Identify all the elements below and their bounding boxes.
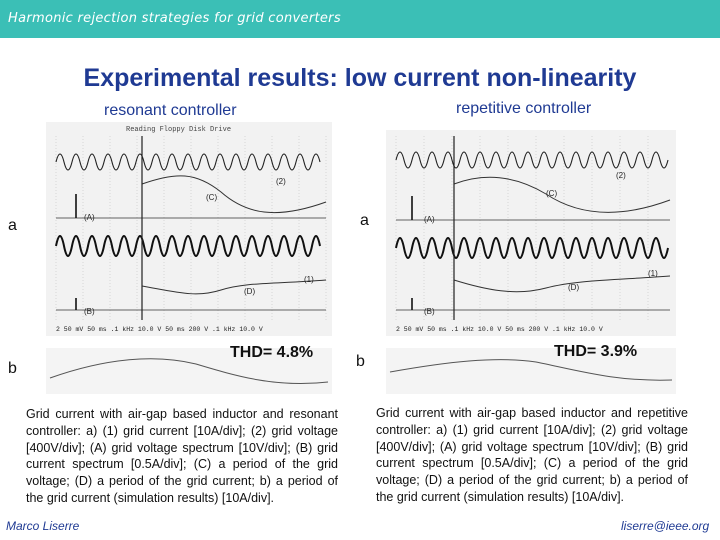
left-panel-a-label: a bbox=[8, 217, 17, 234]
left-simulation-plot bbox=[46, 348, 332, 394]
left-trace-label-c: (C) bbox=[206, 193, 217, 202]
left-oscilloscope: Reading Floppy Disk Drive (2) (C) (A) (1… bbox=[46, 122, 332, 336]
right-thd: THD= 3.9% bbox=[554, 343, 638, 360]
left-panel-b-label: b bbox=[8, 360, 17, 377]
right-panel-b-label: b bbox=[356, 353, 365, 370]
right-trace-label-2: (2) bbox=[616, 171, 626, 180]
right-scope-readout: 2 50 mV 50 ms .1 kHz 10.0 V 50 ms 200 V … bbox=[396, 326, 603, 333]
left-trace-label-1: (1) bbox=[304, 275, 314, 284]
slide-title: Experimental results: low current non-li… bbox=[83, 64, 637, 92]
left-caption: Grid current with air-gap based inductor… bbox=[26, 407, 338, 505]
right-oscilloscope: (2) (C) (A) (1) (D) (B) 2 50 mV 50 ms .1… bbox=[386, 130, 676, 336]
header-bar: Harmonic rejection strategies for grid c… bbox=[0, 0, 720, 38]
left-trace-label-b: (B) bbox=[84, 307, 95, 316]
left-trace-label-d: (D) bbox=[244, 287, 255, 296]
right-trace-label-d: (D) bbox=[568, 283, 579, 292]
right-panel-a-label: a bbox=[360, 212, 369, 229]
left-trace-label-2: (2) bbox=[276, 177, 286, 186]
header-title: Harmonic rejection strategies for grid c… bbox=[8, 11, 341, 26]
right-trace-label-c: (C) bbox=[546, 189, 557, 198]
footer-email: liserre@ieee.org bbox=[621, 519, 710, 533]
footer-author: Marco Liserre bbox=[6, 519, 80, 533]
left-scope-banner: Reading Floppy Disk Drive bbox=[126, 126, 231, 134]
left-thd: THD= 4.8% bbox=[230, 344, 314, 361]
left-heading: resonant controller bbox=[104, 102, 237, 119]
right-trace-label-a: (A) bbox=[424, 215, 435, 224]
left-trace-label-a: (A) bbox=[84, 213, 95, 222]
right-simulation-plot bbox=[386, 348, 676, 394]
right-caption: Grid current with air-gap based inductor… bbox=[376, 406, 688, 504]
right-trace-label-1: (1) bbox=[648, 269, 658, 278]
right-trace-label-b: (B) bbox=[424, 307, 435, 316]
right-heading: repetitive controller bbox=[456, 100, 592, 117]
left-scope-readout: 2 50 mV 50 ms .1 kHz 10.0 V 50 ms 200 V … bbox=[56, 326, 263, 333]
